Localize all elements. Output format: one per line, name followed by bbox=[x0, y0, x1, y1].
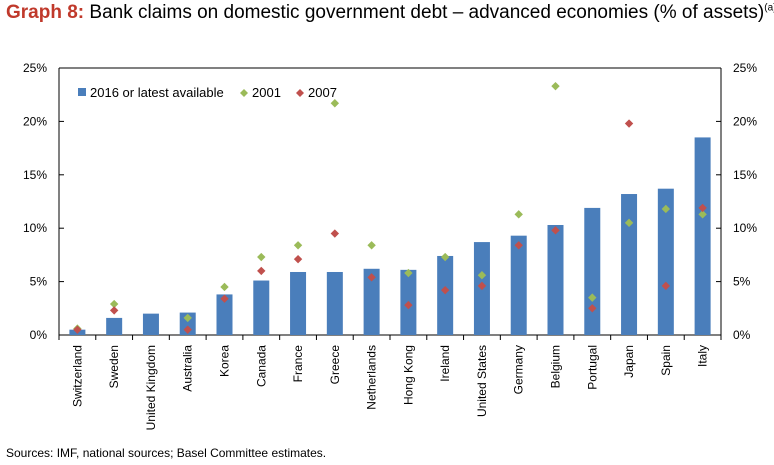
bar-chart: 0% 0% 5% 5% 10% 10% 15% 15% 20% 20% 25% 25% Switzerl… bbox=[23, 61, 757, 430]
bar bbox=[216, 294, 233, 335]
legend-swatch-2001 bbox=[240, 89, 248, 97]
marker-2001 bbox=[477, 270, 487, 280]
x-tick-label: Spain bbox=[659, 345, 673, 376]
y-tick-label-right: 0% bbox=[733, 328, 751, 342]
y-tick-label-right: 5% bbox=[733, 275, 751, 289]
marker-2007 bbox=[257, 266, 266, 276]
bar bbox=[253, 280, 270, 335]
y-tick-label-left: 0% bbox=[30, 328, 48, 342]
marker-2007 bbox=[183, 325, 192, 334]
chart-title-footnote-marks: (a)(b) bbox=[764, 2, 774, 14]
marker-2007 bbox=[588, 304, 597, 313]
marker-2001 bbox=[257, 252, 266, 262]
x-tick-label: Hong Kong bbox=[401, 345, 415, 405]
marker-2001 bbox=[661, 204, 671, 214]
bar bbox=[363, 268, 380, 335]
marker-2001 bbox=[367, 241, 376, 250]
marker-2007 bbox=[404, 300, 413, 310]
marker-2007 bbox=[624, 119, 634, 128]
bar bbox=[179, 312, 196, 335]
y-tick-label-left: 15% bbox=[23, 168, 47, 182]
bar bbox=[326, 271, 343, 335]
x-tick-label: United States bbox=[475, 345, 489, 417]
marker-2001 bbox=[404, 268, 413, 278]
marker-2001 bbox=[330, 99, 340, 108]
bar bbox=[547, 224, 564, 335]
x-tick-label: Italy bbox=[696, 345, 710, 367]
marker-2001 bbox=[698, 210, 707, 219]
marker-2007 bbox=[661, 281, 671, 291]
y-tick-label-left: 5% bbox=[30, 275, 48, 289]
bar bbox=[437, 255, 454, 335]
marker-2007 bbox=[293, 254, 303, 264]
bar bbox=[657, 188, 674, 335]
chart-title: Graph 8: Bank claims on domestic governm… bbox=[6, 2, 774, 24]
marker-2001 bbox=[514, 210, 523, 219]
bar bbox=[510, 235, 527, 335]
legend-swatch-bar bbox=[78, 88, 86, 96]
legend-swatch-2007 bbox=[296, 89, 304, 97]
chart-title-text: Bank claims on domestic government debt … bbox=[84, 2, 765, 23]
marker-2001 bbox=[183, 313, 192, 323]
marker-2001 bbox=[220, 282, 229, 292]
bar bbox=[694, 137, 711, 335]
x-tick-label: Germany bbox=[512, 345, 526, 394]
x-tick-label: Japan bbox=[622, 345, 636, 378]
legend-label-2016: 2016 or latest available bbox=[90, 85, 224, 100]
x-tick-label: Greece bbox=[328, 345, 342, 385]
bar bbox=[584, 207, 601, 335]
marker-2007 bbox=[220, 294, 229, 303]
y-tick-label-left: 25% bbox=[23, 61, 47, 75]
marker-2007 bbox=[330, 229, 340, 238]
bar bbox=[290, 271, 307, 335]
marker-2007 bbox=[514, 241, 523, 250]
x-tick-label: France bbox=[291, 345, 305, 383]
marker-2001 bbox=[293, 241, 303, 250]
x-tick-label: Ireland bbox=[438, 345, 452, 382]
y-tick-label-left: 10% bbox=[23, 221, 47, 235]
marker-2007 bbox=[551, 226, 560, 235]
x-tick-label: Belgium bbox=[549, 345, 563, 388]
y-tick-label-right: 25% bbox=[733, 61, 757, 75]
marker-2007 bbox=[477, 281, 487, 291]
bar bbox=[621, 194, 638, 335]
x-tick-label: United Kingdom bbox=[144, 345, 158, 430]
y-tick-label-left: 20% bbox=[23, 114, 47, 128]
x-tick-label: Switzerland bbox=[70, 345, 84, 407]
y-tick-label-right: 10% bbox=[733, 221, 757, 235]
marker-2007 bbox=[109, 306, 119, 315]
marker-2007 bbox=[698, 203, 707, 213]
legend-label-2001: 2001 bbox=[252, 85, 281, 100]
y-tick-label-right: 20% bbox=[733, 114, 757, 128]
x-tick-label: Portugal bbox=[585, 345, 599, 390]
source-note: Sources: IMF, national sources; Basel Co… bbox=[6, 446, 327, 460]
marker-2001 bbox=[588, 293, 597, 302]
chart-title-label: Graph 8: bbox=[6, 2, 85, 23]
marker-2001 bbox=[440, 252, 450, 262]
bar bbox=[142, 313, 159, 335]
marker-2001 bbox=[624, 218, 634, 228]
x-tick-label: Sweden bbox=[107, 345, 121, 388]
x-tick-label: Australia bbox=[181, 345, 195, 392]
marker-2007 bbox=[367, 273, 376, 282]
bar bbox=[106, 317, 123, 335]
marker-2001 bbox=[551, 81, 560, 91]
legend-label-2007: 2007 bbox=[308, 85, 337, 100]
x-tick-label: Netherlands bbox=[365, 345, 379, 410]
x-tick-label: Canada bbox=[254, 345, 268, 387]
marker-2007 bbox=[440, 285, 450, 295]
y-tick-label-right: 15% bbox=[733, 168, 757, 182]
x-tick-label: Korea bbox=[218, 345, 232, 377]
marker-2001 bbox=[109, 299, 119, 309]
marker-2007 bbox=[73, 325, 82, 334]
